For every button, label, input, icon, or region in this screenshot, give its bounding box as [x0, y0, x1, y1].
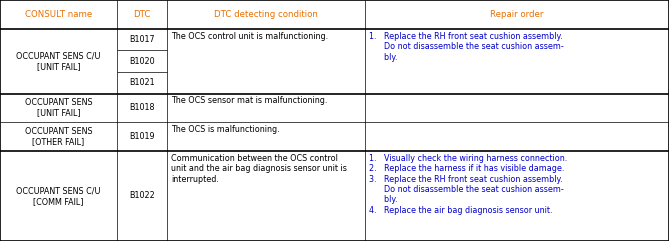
Text: OCCUPANT SENS
[OTHER FAIL]: OCCUPANT SENS [OTHER FAIL] — [25, 127, 92, 146]
Text: OCCUPANT SENS C/U
[COMM FAIL]: OCCUPANT SENS C/U [COMM FAIL] — [16, 186, 101, 206]
Text: OCCUPANT SENS C/U
[UNIT FAIL]: OCCUPANT SENS C/U [UNIT FAIL] — [16, 52, 101, 71]
Text: 1.   Visually check the wiring harness connection.
2.   Replace the harness if i: 1. Visually check the wiring harness con… — [369, 154, 567, 215]
Text: 1.   Replace the RH front seat cushion assembly.
      Do not disassemble the se: 1. Replace the RH front seat cushion ass… — [369, 32, 563, 62]
Text: OCCUPANT SENS
[UNIT FAIL]: OCCUPANT SENS [UNIT FAIL] — [25, 98, 92, 118]
Text: CONSULT name: CONSULT name — [25, 10, 92, 19]
Text: B1021: B1021 — [129, 78, 155, 87]
Text: B1022: B1022 — [129, 191, 155, 201]
Text: DTC detecting condition: DTC detecting condition — [214, 10, 318, 19]
Text: The OCS is malfunctioning.: The OCS is malfunctioning. — [171, 125, 280, 134]
Text: B1018: B1018 — [129, 103, 155, 112]
Text: B1020: B1020 — [129, 57, 155, 66]
Text: Communication between the OCS control
unit and the air bag diagnosis sensor unit: Communication between the OCS control un… — [171, 154, 347, 184]
Text: The OCS sensor mat is malfunctioning.: The OCS sensor mat is malfunctioning. — [171, 96, 328, 106]
Text: DTC: DTC — [134, 10, 151, 19]
Text: B1019: B1019 — [129, 132, 155, 141]
Text: B1017: B1017 — [129, 35, 155, 44]
Text: The OCS control unit is malfunctioning.: The OCS control unit is malfunctioning. — [171, 32, 328, 41]
Text: Repair order: Repair order — [490, 10, 543, 19]
